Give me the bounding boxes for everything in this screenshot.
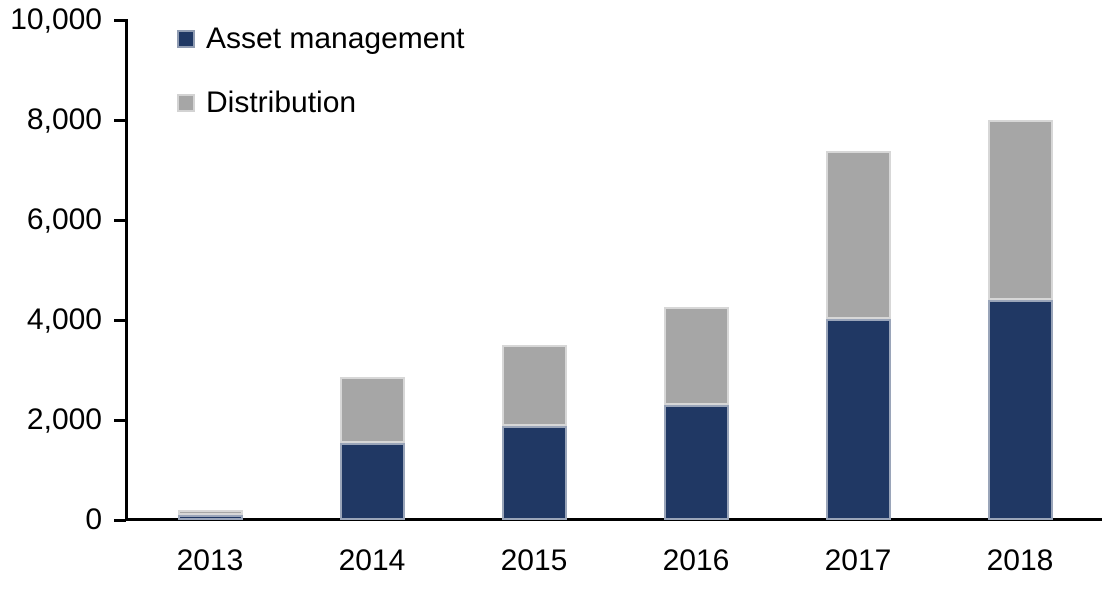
bar-2016 — [663, 307, 729, 520]
y-axis-tick-label: 10,000 — [10, 3, 102, 36]
x-axis-label-2014: 2014 — [338, 544, 406, 577]
y-axis-tick — [114, 318, 126, 322]
y-axis-tick-label: 4,000 — [26, 303, 102, 336]
y-axis-tick — [114, 18, 126, 22]
x-axis-label-2013: 2013 — [176, 544, 244, 577]
y-axis-tick-label: 6,000 — [26, 203, 102, 236]
x-axis-label-2015: 2015 — [500, 544, 568, 577]
bar-2017 — [825, 151, 891, 520]
legend-item-distribution: Distribution — [177, 86, 464, 119]
bar-segment-distribution — [177, 510, 243, 515]
y-axis-tick — [114, 518, 126, 522]
bar-segment-asset-management — [177, 515, 243, 520]
bar-segment-distribution — [825, 151, 891, 319]
legend-swatch-icon — [177, 30, 195, 48]
x-axis-line — [125, 518, 1102, 521]
bar-2015 — [501, 345, 567, 520]
chart-legend: Asset management Distribution — [177, 22, 465, 154]
y-axis-tick-label: 8,000 — [26, 103, 102, 136]
bar-2014 — [339, 377, 405, 520]
bar-segment-asset-management — [501, 425, 567, 520]
y-axis-tick — [114, 218, 126, 222]
bar-segment-asset-management — [663, 404, 729, 520]
bar-segment-asset-management — [339, 443, 405, 520]
bar-segment-distribution — [987, 120, 1053, 300]
bar-segment-distribution — [663, 307, 729, 405]
y-axis-tick-label: 0 — [85, 503, 102, 536]
bar-2013 — [177, 510, 243, 520]
y-axis-tick — [114, 418, 126, 422]
legend-label: Asset management — [206, 22, 465, 55]
y-axis-tick — [114, 118, 126, 122]
legend-label: Distribution — [206, 86, 357, 119]
y-axis-tick-label: 2,000 — [26, 403, 102, 436]
plot-area — [126, 20, 1102, 520]
bar-2018 — [987, 120, 1053, 520]
y-axis-line — [125, 19, 128, 521]
legend-swatch-icon — [177, 94, 195, 112]
x-axis-label-2018: 2018 — [986, 544, 1054, 577]
x-axis-label-2017: 2017 — [824, 544, 892, 577]
bar-segment-distribution — [501, 345, 567, 426]
x-axis-label-2016: 2016 — [662, 544, 730, 577]
bar-segment-distribution — [339, 377, 405, 443]
bar-segment-asset-management — [825, 318, 891, 520]
bar-segment-asset-management — [987, 299, 1053, 520]
legend-item-asset-management: Asset management — [177, 22, 465, 55]
